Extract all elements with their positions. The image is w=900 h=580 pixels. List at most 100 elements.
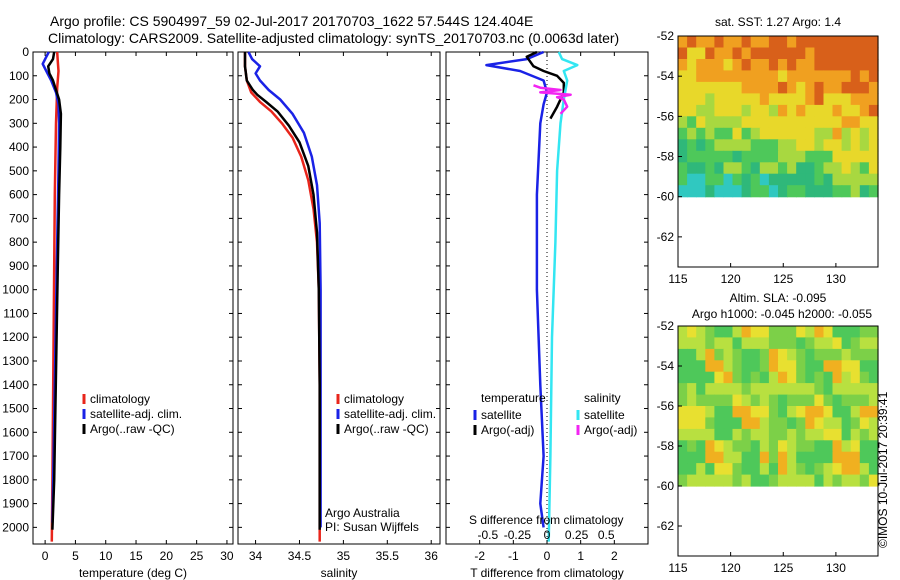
- map-cell: [678, 150, 688, 163]
- map-cell: [778, 139, 788, 152]
- map-cell: [759, 104, 770, 117]
- map-cell: [841, 162, 852, 175]
- map-y-tick-label: -52: [657, 319, 675, 333]
- map-cell: [841, 185, 852, 198]
- y-tick-label: 1000: [2, 283, 29, 297]
- map-cell: [823, 127, 834, 140]
- map-cell: [841, 127, 852, 140]
- map-cell: [859, 104, 870, 117]
- y-tick-label: 800: [9, 235, 29, 249]
- y-tick-label: 1300: [2, 354, 29, 368]
- map-cell: [732, 428, 743, 441]
- map-cell: [814, 337, 825, 350]
- map-cell: [832, 93, 843, 106]
- annotation-institution: Argo Australia: [325, 506, 400, 520]
- map-cell: [868, 139, 879, 152]
- x2-tick-label: 0.5: [598, 528, 615, 542]
- map-cell: [723, 185, 734, 198]
- map-cell: [759, 36, 770, 49]
- map-cell: [768, 59, 779, 72]
- map-cell: [750, 348, 761, 361]
- map-cell: [705, 371, 715, 384]
- map-cell: [741, 474, 752, 487]
- map-cell: [796, 406, 806, 418]
- map-cell: [768, 81, 779, 94]
- map-cell: [823, 406, 834, 418]
- map-cell: [814, 417, 825, 430]
- map-cell: [759, 93, 770, 106]
- map-cell: [696, 440, 706, 453]
- map-cell: [805, 185, 815, 198]
- map-cell: [678, 394, 688, 407]
- map-cell: [841, 383, 852, 396]
- map-cell: [750, 127, 761, 140]
- map-cell: [841, 394, 852, 407]
- map-cell: [741, 383, 752, 396]
- map-cell: [759, 383, 770, 396]
- map-cell: [787, 383, 797, 396]
- map-cell: [723, 428, 734, 441]
- map-cell: [768, 116, 779, 129]
- map-cell: [778, 150, 788, 163]
- map-cell: [705, 474, 715, 487]
- x-tick-label: 34: [249, 549, 263, 563]
- map-cell: [714, 36, 725, 49]
- map-cell: [759, 371, 770, 384]
- map-cell: [805, 70, 815, 83]
- map-cell: [714, 428, 725, 441]
- map-cell: [714, 162, 725, 175]
- map-cell: [759, 81, 770, 94]
- map-cell: [714, 463, 725, 476]
- map-cell: [759, 139, 770, 152]
- map-cell: [778, 173, 788, 186]
- map-cell: [850, 93, 861, 106]
- map-cell: [732, 81, 743, 94]
- map-cell: [723, 406, 734, 418]
- map-cell: [850, 326, 861, 338]
- map-cell: [696, 185, 706, 198]
- map-cell: [687, 93, 697, 106]
- y-tick-label: 300: [9, 116, 29, 130]
- map-cell: [723, 326, 734, 338]
- map-cell: [832, 59, 843, 72]
- map-cell: [787, 326, 797, 338]
- map-cell: [768, 348, 779, 361]
- map-cell: [823, 116, 834, 129]
- map-cell: [868, 104, 879, 117]
- map-cell: [759, 127, 770, 140]
- map-cell: [696, 81, 706, 94]
- map-subtitle: Argo h1000: -0.045 h2000: -0.055: [692, 307, 872, 321]
- map-cell: [832, 440, 843, 453]
- map-cell: [787, 394, 797, 407]
- map-cell: [859, 81, 870, 94]
- map-cell: [714, 81, 725, 94]
- map-cell: [859, 93, 870, 106]
- series-line-salinity-argo-adj-: [533, 84, 572, 115]
- map-cell: [859, 36, 870, 49]
- map-cell: [741, 70, 752, 83]
- map-cell: [832, 463, 843, 476]
- map-cell: [778, 93, 788, 106]
- legend-label: Argo(-adj): [584, 423, 637, 437]
- map-cell: [696, 173, 706, 186]
- map-cell: [714, 70, 725, 83]
- map-cell: [678, 173, 688, 186]
- map-cell: [732, 360, 743, 373]
- map-cell: [832, 348, 843, 361]
- map-cell: [687, 162, 697, 175]
- map-cell: [787, 348, 797, 361]
- map-cell: [696, 428, 706, 441]
- map-cell: [741, 463, 752, 476]
- map-cell: [778, 326, 788, 338]
- map-cell: [868, 173, 879, 186]
- map-cell: [805, 326, 815, 338]
- map-cell: [823, 139, 834, 152]
- map-cell: [841, 326, 852, 338]
- map-cell: [750, 162, 761, 175]
- map-cell: [787, 150, 797, 163]
- map-cell: [841, 474, 852, 487]
- map-cell: [823, 162, 834, 175]
- map-cell: [814, 428, 825, 441]
- map-cell: [850, 451, 861, 464]
